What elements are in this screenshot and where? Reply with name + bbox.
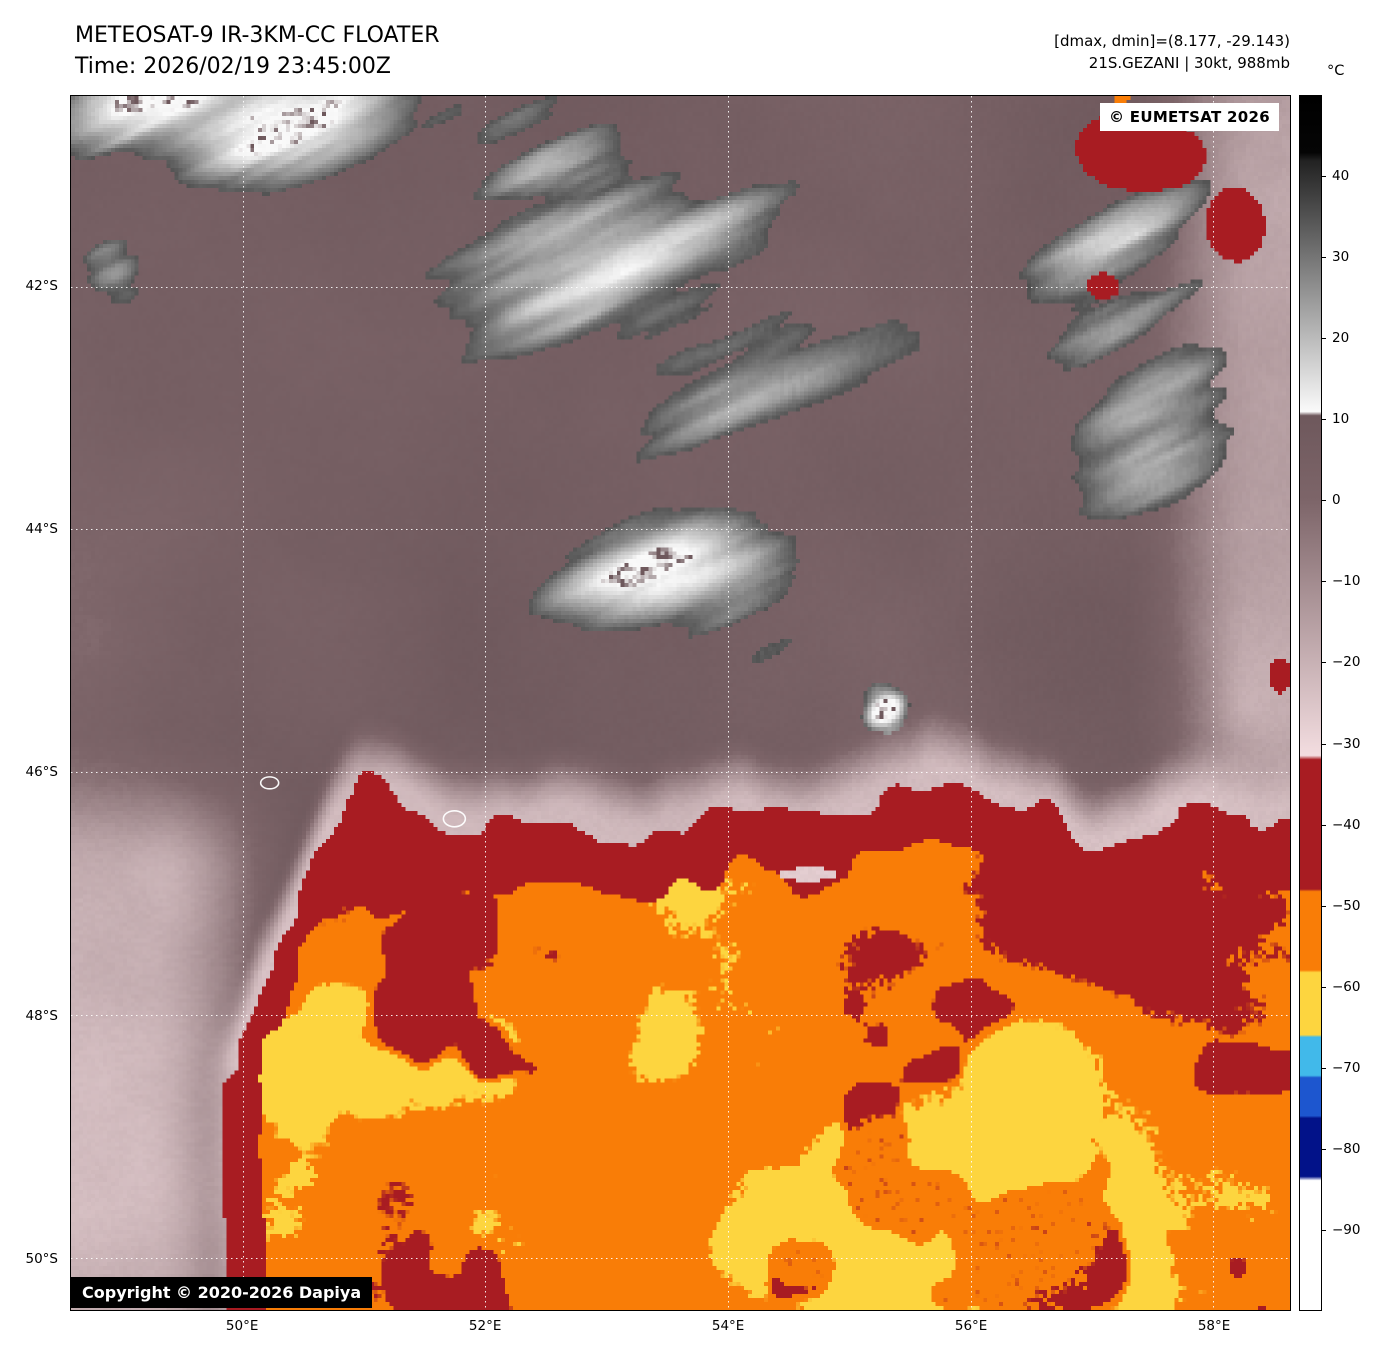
colorbar-tick-label: −80 [1332,1140,1361,1157]
lon-axis-label: 58°E [1197,1318,1231,1334]
colorbar-tickmark [1322,986,1326,988]
colorbar-tick-label: −40 [1332,816,1361,833]
product-title: METEOSAT-9 IR-3KM-CC FLOATER [75,23,440,48]
colorbar-tickmark [1322,500,1326,502]
temperature-colorbar [1299,95,1322,1311]
colorbar-tickmark [1322,743,1326,745]
colorbar-unit-label: °C [1327,63,1345,79]
colorbar-tickmark [1322,905,1326,907]
colorbar-tickmark [1322,581,1326,583]
colorbar-tick-label: −20 [1332,654,1361,671]
lat-axis-label: 44°S [25,521,59,538]
storm-status-readout: 21S.GEZANI | 30kt, 988mb [1088,54,1290,72]
colorbar-tickmark [1322,662,1326,664]
satellite-map: © EUMETSAT 2026 Copyright © 2020-2026 Da… [70,95,1291,1311]
colorbar-tickmark [1322,257,1326,259]
header: METEOSAT-9 IR-3KM-CC FLOATER Time: 2026/… [75,20,440,82]
colorbar-tick-label: 10 [1332,411,1350,428]
colorbar-tick-label: 0 [1332,492,1341,509]
colorbar-tickmark [1322,338,1326,340]
lon-axis-label: 54°E [711,1318,745,1334]
colorbar-tick-label: 40 [1332,168,1350,185]
copyright-badge: Copyright © 2020-2026 Dapiya [71,1277,373,1308]
lat-axis-label: 48°S [25,1007,59,1024]
lat-axis: 42°S 44°S 46°S 48°S 50°S [0,95,64,1311]
colorbar-tickmark [1322,419,1326,421]
colorbar-tick-label: −10 [1332,573,1361,590]
lon-axis-label: 56°E [954,1318,988,1334]
lon-axis-label: 50°E [225,1318,259,1334]
colorbar-tickmark [1322,1229,1326,1231]
lat-axis-label: 46°S [25,764,59,781]
colorbar-tickmark [1322,1067,1326,1069]
colorbar-tick-label: −50 [1332,897,1361,914]
colorbar-tickmark [1322,824,1326,826]
lon-axis-label: 52°E [468,1318,502,1334]
colorbar-tick-label: −60 [1332,978,1361,995]
colorbar-tick-label: −30 [1332,735,1361,752]
colorbar-tick-label: −90 [1332,1221,1361,1238]
colorbar-tick-label: 20 [1332,330,1350,347]
timestamp: Time: 2026/02/19 23:45:00Z [75,54,391,79]
data-range-readout: [dmax, dmin]=(8.177, -29.143) [1054,32,1290,50]
satellite-ir-canvas [71,96,1290,1310]
lon-axis: 50°E 52°E 54°E 56°E 58°E [70,1318,1291,1340]
colorbar-tick-label: 30 [1332,249,1350,266]
header-info: [dmax, dmin]=(8.177, -29.143) 21S.GEZANI… [1054,30,1290,74]
colorbar-tickmark [1322,1148,1326,1150]
colorbar-tickmark [1322,176,1326,178]
lat-axis-label: 42°S [25,277,59,294]
eumetsat-credit-badge: © EUMETSAT 2026 [1099,103,1279,131]
colorbar-tick-label: −70 [1332,1059,1361,1076]
lat-axis-label: 50°S [25,1250,59,1267]
colorbar-ticks: 40 30 20 10 0 −10 −20 −30 −40 −50 −60 −70 −80 −90 [1322,95,1388,1311]
